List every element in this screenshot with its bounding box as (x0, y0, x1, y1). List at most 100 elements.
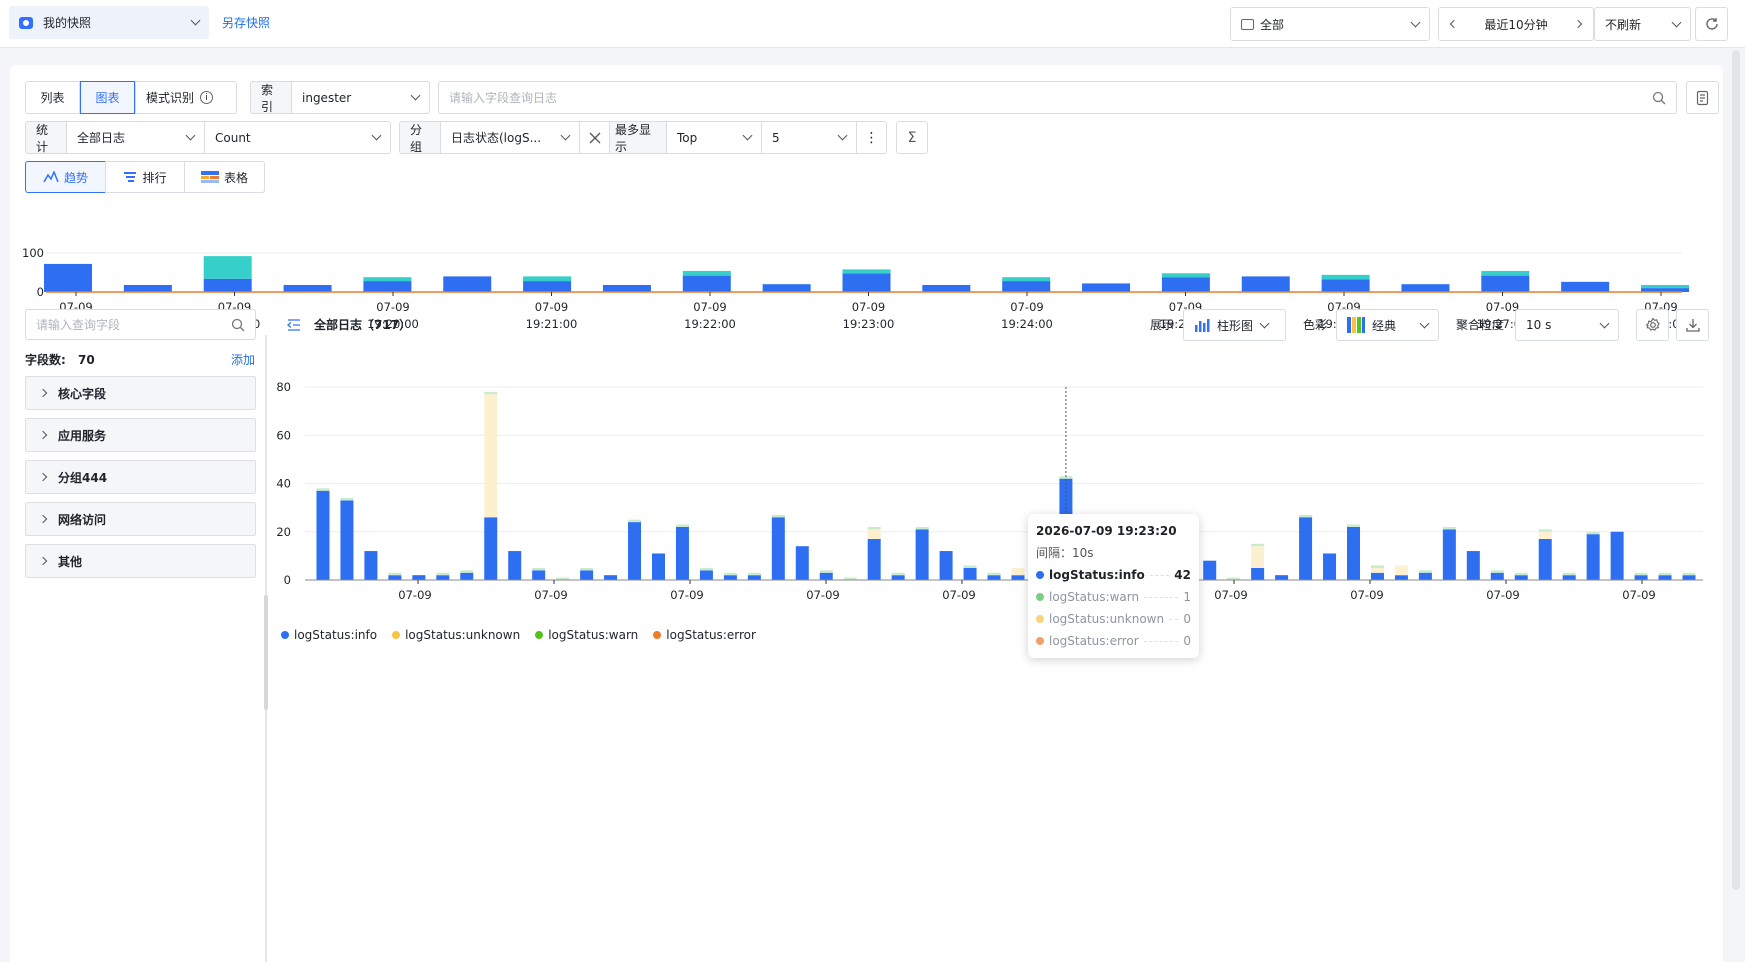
tooltip-row: logStatus:warn 1 (1036, 586, 1191, 608)
group-value: 日志状态(logS... (451, 131, 542, 145)
chevron-down-icon (1259, 318, 1270, 328)
download-icon (1685, 319, 1700, 332)
bar-warn (915, 526, 929, 530)
top-mode-select[interactable]: Top (666, 121, 762, 154)
bar-info (316, 490, 330, 580)
x-tick-label-date: 07-09 (942, 588, 975, 602)
download-button[interactable] (1676, 309, 1709, 341)
view-tab-table[interactable]: 表格 (184, 161, 265, 193)
field-search-input[interactable]: 请输入查询字段 (25, 309, 256, 340)
tooltip-dot-icon (1036, 615, 1044, 623)
bar-info (1299, 517, 1313, 580)
index-select[interactable]: ingester (291, 81, 430, 114)
collapse-sidebar-icon[interactable] (287, 318, 301, 331)
tooltip-series-name: logStatus:info (1049, 568, 1145, 582)
mini-bar-warn (1641, 284, 1689, 289)
chart-settings-button[interactable] (1636, 309, 1669, 341)
field-group-other[interactable]: 其他 (25, 544, 256, 578)
tab-chart[interactable]: 图表 (80, 81, 135, 114)
field-group-core[interactable]: 核心字段 (25, 376, 256, 410)
y-tick-label: 80 (276, 380, 291, 394)
bar-info (1586, 534, 1600, 580)
mini-bar-info (762, 284, 811, 292)
chart-title-area: 全部日志 （717） (287, 316, 411, 333)
mini-bar-info (123, 284, 172, 292)
chart-type-select[interactable]: 柱形图 (1183, 309, 1286, 341)
field-count: 字段数: 70 (25, 351, 95, 368)
legend-label: logStatus:unknown (405, 628, 521, 642)
bar-info (1466, 551, 1480, 580)
bar-warn (316, 488, 330, 491)
clear-group-button[interactable] (579, 121, 610, 154)
agg-func-select[interactable]: Count (204, 121, 391, 154)
bar-unknown (1251, 546, 1265, 568)
search-icon[interactable] (231, 318, 245, 332)
tab-pattern[interactable]: 模式识别 i (135, 81, 237, 114)
bar-warn (843, 577, 857, 580)
info-icon: i (200, 91, 214, 104)
field-group-network[interactable]: 网络访问 (25, 502, 256, 536)
tooltip-series-name: logStatus:error (1049, 634, 1139, 648)
x-tick-label-date: 07-09 (398, 588, 431, 602)
field-group-label: 核心字段 (58, 386, 107, 401)
chevron-right-icon[interactable] (1573, 19, 1583, 29)
tooltip-dot-icon (1036, 637, 1044, 645)
stat-target-select[interactable]: 全部日志 (66, 121, 205, 154)
granularity-select[interactable]: 10 s (1515, 309, 1619, 341)
query-settings-button[interactable] (1686, 81, 1719, 114)
tooltip-row: logStatus:error 0 (1036, 630, 1191, 652)
mini-x-label-time: 19:20:00 (367, 317, 419, 331)
bar-info (652, 553, 665, 580)
more-options-button[interactable]: ⋮ (856, 121, 887, 154)
sigma-button[interactable]: Σ (896, 121, 928, 154)
mini-x-label-date: 07-09 (376, 300, 409, 314)
bar-info (867, 538, 881, 580)
field-group-444[interactable]: 分组444 (25, 460, 256, 494)
mini-bar-info (1321, 279, 1370, 292)
scope-select[interactable]: 全部 (1230, 7, 1430, 41)
sidebar-resize-handle[interactable] (264, 595, 268, 710)
legend-item[interactable]: logStatus:unknown (392, 628, 520, 642)
bar-warn (340, 497, 354, 501)
refresh-mode-select[interactable]: 不刷新 (1594, 7, 1691, 41)
tooltip-dot-icon (1036, 571, 1044, 579)
refresh-button[interactable] (1695, 7, 1728, 41)
legend-item[interactable]: logStatus:warn (535, 628, 638, 642)
snapshot-select[interactable]: 我的快照 (9, 6, 209, 39)
search-icon[interactable] (1652, 91, 1666, 105)
top-n-select[interactable]: 5 (761, 121, 857, 154)
bar-info (723, 575, 737, 580)
overview-chart[interactable]: 100007-0919:18:0007-0919:19:0007-0919:20… (10, 200, 1723, 335)
view-tab-trend-label: 趋势 (63, 170, 88, 185)
bar-info (939, 551, 953, 580)
bar-warn (436, 572, 450, 576)
legend-item[interactable]: logStatus:error (653, 628, 756, 642)
bar-unknown (484, 394, 498, 518)
save-snapshot-link[interactable]: 另存快照 (222, 16, 271, 30)
color-theme-select[interactable]: 经典 (1336, 309, 1439, 341)
tab-list[interactable]: 列表 (25, 81, 80, 114)
legend-item[interactable]: logStatus:info (281, 628, 377, 642)
log-search-input[interactable]: 请输入字段查询日志 (438, 81, 1677, 114)
mini-bar-warn (203, 256, 252, 279)
bar-warn (699, 567, 713, 571)
view-tab-trend[interactable]: 趋势 (25, 161, 106, 193)
main-bar-chart[interactable]: 02040608007-0919:19:0007-0919:20:0007-09… (265, 335, 1723, 605)
bar-info (388, 575, 402, 580)
bar-info (987, 575, 1001, 580)
view-tab-rank[interactable]: 排行 (105, 161, 185, 193)
tooltip-value: 1 (1183, 590, 1191, 604)
add-field-link[interactable]: 添加 (231, 353, 256, 367)
field-group-app[interactable]: 应用服务 (25, 418, 256, 452)
stat-label: 统计 (25, 121, 67, 154)
time-range-picker[interactable]: 最近10分钟 (1438, 7, 1594, 41)
field-count-label: 字段数: (25, 353, 66, 367)
chevron-down-icon (410, 90, 421, 101)
top-bar: 我的快照 另存快照 全部 最近10分钟 不刷新 (0, 0, 1745, 48)
field-group-label: 其他 (58, 554, 83, 569)
chart-total: （717） (362, 318, 412, 332)
page-scrollbar[interactable] (1732, 50, 1740, 890)
group-select[interactable]: 日志状态(logS... (440, 121, 580, 154)
y-tick-label: 40 (276, 477, 291, 491)
chart-type-value: 柱形图 (1217, 318, 1254, 333)
